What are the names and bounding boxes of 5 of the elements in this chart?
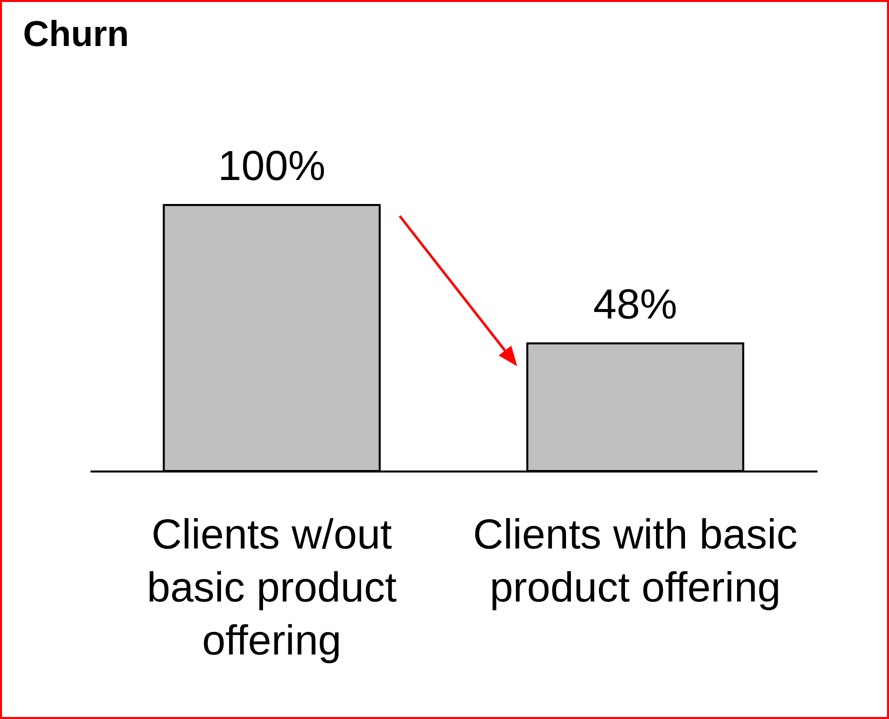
data-label: 48% [593,280,678,328]
x-tick-label: Clients w/out basic product offering [146,510,397,664]
x-tick-label: Clients with basic product offering [473,510,798,610]
chart-title: Churn [23,13,129,54]
data-label: 100% [218,142,326,189]
